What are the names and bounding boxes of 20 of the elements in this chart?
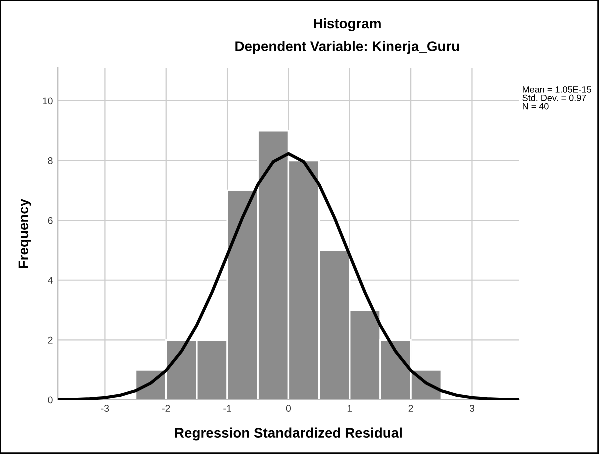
text: Std. Dev. = 0.97 xyxy=(522,94,586,102)
y-tick-label: 10 xyxy=(43,98,53,105)
chart-title: Histogram xyxy=(314,18,381,32)
text: N = 40 xyxy=(523,103,549,110)
x-tick-label: 2 xyxy=(408,405,414,412)
chart-subtitle: Dependent Variable: Kinerja_Guru xyxy=(236,41,460,54)
x-tick-label: 1 xyxy=(348,405,352,412)
y-axis-title: Frequency xyxy=(18,198,32,268)
y-tick-label: 6 xyxy=(48,217,53,224)
y-tick-label: 4 xyxy=(48,277,53,284)
x-tick-label: 0 xyxy=(286,405,292,412)
x-tick-label: -1 xyxy=(224,405,232,412)
text: Mean = 1.05E-15 xyxy=(523,86,592,93)
y-tick-label: 2 xyxy=(48,336,53,344)
y-tick-label: 8 xyxy=(48,158,53,164)
x-axis-title: Regression Standardized Residual xyxy=(175,428,402,441)
x-tick-label: 3 xyxy=(470,405,475,412)
x-tick-label: -3 xyxy=(101,405,110,412)
y-tick-label: 0 xyxy=(48,396,53,404)
x-tick-label: -2 xyxy=(162,405,170,412)
